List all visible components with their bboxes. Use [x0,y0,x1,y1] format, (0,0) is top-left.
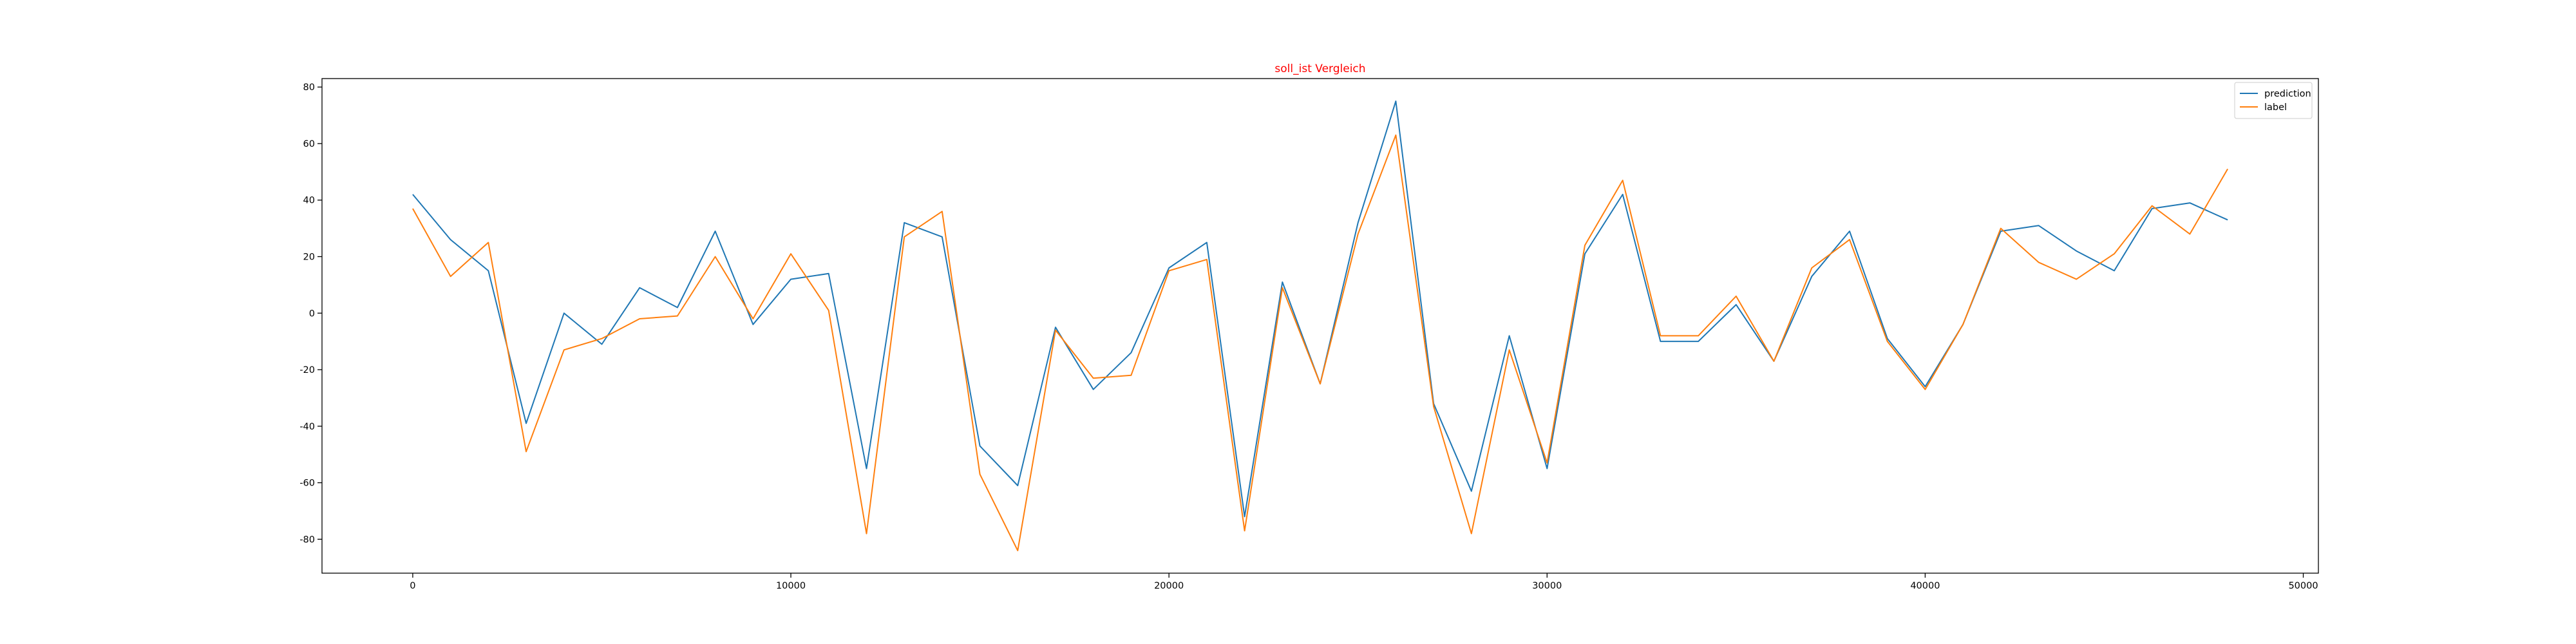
x-tick-label: 30000 [1532,581,1562,591]
legend-box [2234,82,2313,119]
y-tick-label: 40 [303,196,315,206]
legend-label-label: label [2264,102,2287,113]
series-line-label [412,134,2228,551]
y-tick-label: -60 [299,478,315,489]
y-tick-label: -20 [299,365,315,375]
x-axis: 0 10000 20000 30000 40000 50000 [410,573,2318,591]
legend: prediction label [2234,82,2313,119]
x-tick-label: 40000 [1910,581,1940,591]
series-line-prediction [412,100,2228,518]
legend-label-prediction: prediction [2264,89,2311,99]
x-tick-label: 0 [410,581,415,591]
plot-frame [321,78,2319,574]
series-layer [412,100,2228,551]
y-tick-label: 0 [309,308,315,319]
y-tick-label: 60 [303,139,315,149]
x-tick-label: 50000 [2288,581,2318,591]
y-tick-label: 20 [303,252,315,262]
y-tick-label: 80 [303,82,315,93]
x-tick-label: 20000 [1154,581,1184,591]
y-tick-label: -40 [299,422,315,432]
chart-title: soll_ist Vergleich [1274,62,1365,75]
y-tick-label: -80 [299,535,315,545]
y-axis: 80 60 40 20 0 -20 -40 -60 -80 [299,82,322,545]
x-tick-label: 10000 [776,581,806,591]
